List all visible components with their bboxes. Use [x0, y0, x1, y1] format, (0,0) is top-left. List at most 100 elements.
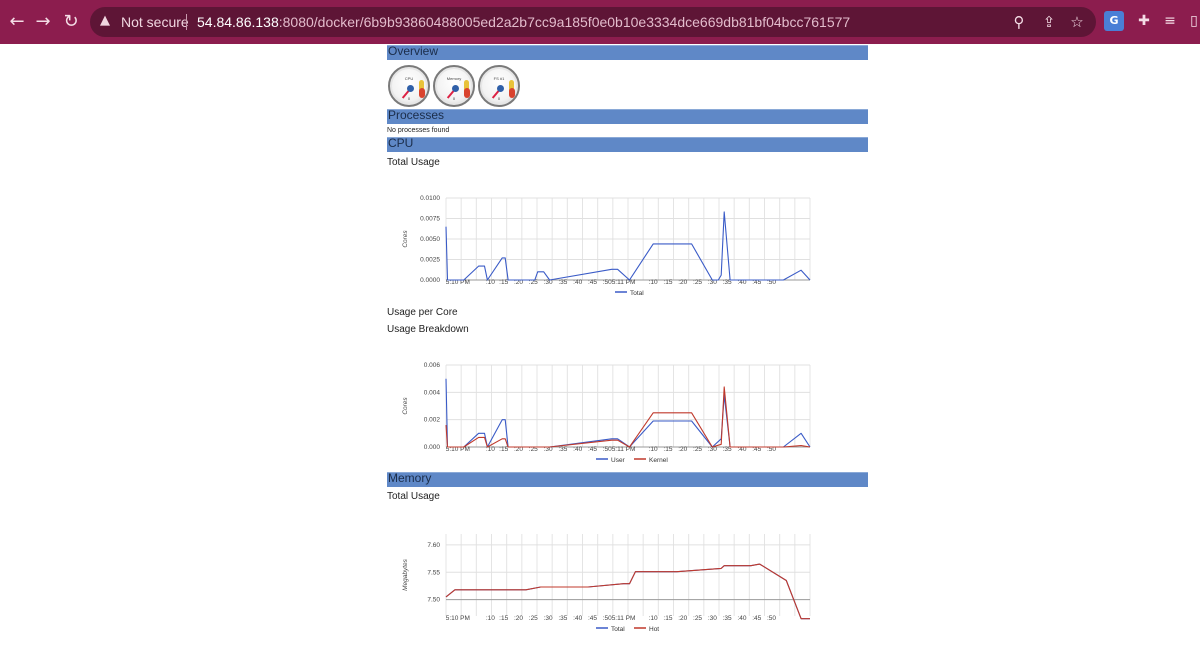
x-tick-label: :50: [603, 446, 612, 453]
x-tick-label: :40: [573, 615, 582, 622]
x-tick-label: :45: [588, 279, 597, 286]
y-tick-label: 0.006: [424, 362, 441, 369]
cpu-total-usage-chart: 0.0100 0.0075 0.0050 0.0025 0.0000 Cores 5:10 …: [402, 195, 811, 297]
reload-icon[interactable]: ↻: [63, 11, 79, 32]
fs-gauge: FS #1 0: [478, 65, 520, 107]
warning-triangle-icon: ▲: [100, 13, 110, 28]
y-tick-label: 0.000: [424, 444, 441, 451]
x-tick-label: :20: [514, 615, 523, 622]
x-tick-label: :15: [663, 279, 672, 286]
x-tick-label: :10: [486, 615, 495, 622]
x-tick-label: :35: [558, 446, 567, 453]
y-tick-label: 0.004: [424, 389, 441, 396]
x-tick-label: :40: [737, 279, 746, 286]
legend-label: Total: [611, 626, 625, 633]
x-tick-label: :30: [708, 615, 717, 622]
x-tick-label: :20: [514, 446, 523, 453]
address-bar[interactable]: ▲ Not secure 54.84.86.138:8080/docker/6b…: [90, 7, 1096, 37]
x-tick-label: :20: [514, 279, 523, 286]
x-tick-label: :25: [529, 446, 538, 453]
x-tick-label: 5:10 PM: [446, 279, 470, 286]
x-tick-label: :35: [723, 615, 732, 622]
y-tick-label: 0.0050: [420, 236, 440, 243]
x-tick-label: :30: [544, 446, 553, 453]
y-tick-label: 7.50: [427, 597, 440, 604]
share-icon[interactable]: ⇪: [1042, 13, 1056, 31]
x-tick-label: 5:10 PM: [446, 446, 470, 453]
x-tick-label: :20: [678, 279, 687, 286]
x-tick-label: :35: [558, 279, 567, 286]
y-tick-label: 0.0025: [420, 257, 440, 264]
x-tick-label: 5:11 PM: [612, 446, 636, 453]
x-tick-label: :50: [767, 615, 776, 622]
x-tick-label: :25: [693, 279, 702, 286]
section-header-processes: Processes: [387, 108, 868, 124]
back-arrow-icon[interactable]: ←: [9, 11, 25, 32]
x-tick-label: :45: [752, 615, 761, 622]
series-line-kernel: [445, 386, 811, 448]
memory-gauge: Memory 0: [433, 65, 475, 107]
security-label[interactable]: Not secure: [121, 14, 189, 30]
x-tick-label: :15: [663, 615, 672, 622]
cpu-usage-breakdown-title: Usage Breakdown: [387, 324, 469, 335]
x-tick-label: :40: [737, 446, 746, 453]
x-tick-label: :25: [693, 615, 702, 622]
reading-list-icon[interactable]: ≡: [1164, 13, 1176, 29]
y-tick-label: 0.0075: [420, 216, 440, 223]
x-tick-label: :50: [767, 279, 776, 286]
legend-label: Kernel: [649, 457, 668, 464]
cpu-usage-breakdown-chart: 0.006 0.004 0.002 0.000 Cores 5:10 PM :10 :15 :2…: [402, 362, 811, 464]
x-tick-label: :35: [723, 446, 732, 453]
y-tick-label: 7.60: [427, 542, 440, 549]
extensions-puzzle-icon[interactable]: ✚: [1138, 13, 1150, 29]
x-tick-label: :45: [588, 615, 597, 622]
x-tick-label: :25: [529, 615, 538, 622]
x-tick-label: :15: [499, 279, 508, 286]
memory-total-usage-chart: 7.60 7.55 7.50 Megabytes 5:10 PM :10 :15 :20 :25…: [402, 534, 811, 633]
x-tick-label: :30: [544, 279, 553, 286]
x-tick-label: 5:11 PM: [612, 279, 636, 286]
section-header-overview: Overview: [387, 44, 868, 60]
x-tick-label: :25: [529, 279, 538, 286]
browser-toolbar: ← → ↻ ▲ Not secure 54.84.86.138:8080/doc…: [0, 0, 1200, 44]
y-axis-title: Cores: [402, 230, 409, 248]
x-tick-label: :10: [649, 279, 658, 286]
x-tick-label: :10: [649, 446, 658, 453]
x-tick-label: :10: [649, 615, 658, 622]
translate-extension-icon[interactable]: G: [1104, 11, 1124, 31]
y-tick-label: 0.0000: [420, 277, 440, 284]
x-tick-label: :40: [737, 615, 746, 622]
x-tick-label: :45: [588, 446, 597, 453]
y-tick-label: 7.55: [427, 569, 440, 576]
y-tick-label: 0.002: [424, 417, 441, 424]
x-tick-label: 5:10 PM: [446, 615, 470, 622]
zoom-icon[interactable]: ⚲: [1013, 13, 1025, 31]
x-tick-label: :10: [486, 279, 495, 286]
url-text[interactable]: 54.84.86.138:8080/docker/6b9b93860488005…: [197, 14, 851, 30]
side-panel-icon[interactable]: ▯: [1190, 13, 1198, 29]
memory-total-usage-title: Total Usage: [387, 491, 440, 502]
x-tick-label: :35: [723, 279, 732, 286]
forward-arrow-icon[interactable]: →: [35, 11, 51, 32]
x-tick-label: :20: [678, 615, 687, 622]
legend-label: User: [611, 457, 626, 464]
x-tick-label: :30: [708, 446, 717, 453]
processes-empty-text: No processes found: [387, 127, 450, 134]
x-tick-label: :15: [499, 446, 508, 453]
bookmark-star-icon[interactable]: ☆: [1070, 13, 1084, 31]
x-tick-label: :20: [678, 446, 687, 453]
section-header-memory: Memory: [387, 471, 868, 487]
x-tick-label: :30: [544, 615, 553, 622]
container-page: Overview CPU 0 Memory 0 FS #1 0 Processe…: [386, 44, 870, 648]
x-tick-label: 5:11 PM: [612, 615, 636, 622]
x-tick-label: :15: [499, 615, 508, 622]
x-tick-label: :15: [663, 446, 672, 453]
x-tick-label: :45: [752, 279, 761, 286]
series-line-hot: [445, 563, 810, 620]
y-axis-title: Megabytes: [402, 558, 409, 591]
x-tick-label: :35: [558, 615, 567, 622]
y-axis-title: Cores: [402, 397, 409, 415]
x-tick-label: :10: [486, 446, 495, 453]
x-tick-label: :40: [573, 446, 582, 453]
x-tick-label: :50: [603, 279, 612, 286]
